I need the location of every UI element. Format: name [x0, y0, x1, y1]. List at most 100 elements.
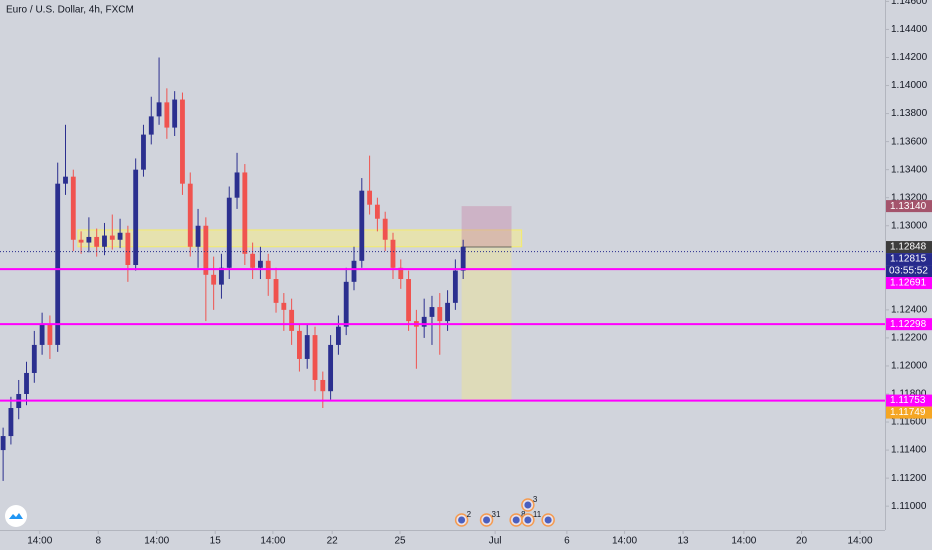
price-tag	[886, 277, 932, 290]
candle-body	[226, 197, 232, 268]
event-count: 3	[533, 495, 538, 504]
candle-body	[343, 281, 349, 327]
event-flag	[544, 516, 552, 524]
x-tick-label: 6	[564, 536, 570, 547]
candle-body	[351, 260, 357, 282]
candle-body	[47, 323, 53, 345]
y-tick-label: 1.13000	[891, 220, 928, 231]
price-tag	[886, 318, 932, 331]
candle-body	[102, 235, 107, 247]
candle-body	[367, 190, 373, 205]
candle-body	[219, 267, 224, 285]
candle-body	[258, 260, 263, 268]
y-tick-label: 1.11200	[891, 473, 927, 484]
price-tag	[886, 394, 932, 407]
event-count: 31	[492, 510, 501, 519]
event-icon[interactable]: 2	[454, 510, 472, 527]
price-tag	[886, 406, 932, 419]
x-tick-label: 14:00	[260, 536, 285, 547]
event-count: 2	[467, 510, 472, 519]
candle-body	[281, 302, 287, 310]
price-tag-label: 1.11749	[890, 407, 926, 418]
price-tag-label: 1.12815	[890, 254, 927, 265]
candle-body	[156, 102, 162, 117]
candle-body	[141, 134, 146, 170]
candle-body	[382, 218, 388, 240]
candle-body	[117, 232, 123, 240]
candle-body	[55, 183, 61, 345]
price-tag-label: 1.12848	[890, 242, 927, 253]
price-tag	[886, 241, 932, 254]
candle-body	[109, 235, 115, 240]
candle-body	[234, 172, 240, 198]
event-flag	[458, 516, 466, 524]
price-tag	[886, 253, 932, 266]
y-tick-label: 1.14400	[891, 24, 928, 35]
y-tick-label: 1.11800	[891, 389, 927, 400]
candle-body	[94, 236, 100, 247]
candle-body	[39, 323, 45, 345]
event-icon[interactable]: 8	[509, 510, 526, 527]
candle-body	[164, 102, 170, 128]
price-tag	[886, 200, 932, 213]
price-tag-label: 1.12691	[890, 278, 927, 289]
x-tick-label: 15	[210, 536, 222, 547]
candle-body	[172, 99, 178, 128]
candle-body	[24, 372, 29, 394]
candle-body	[421, 316, 427, 327]
y-tick-label: 1.12200	[891, 333, 928, 344]
candle-body	[398, 267, 404, 280]
candle-body	[328, 344, 334, 392]
x-tick-label: 14:00	[731, 536, 756, 547]
event-flag	[524, 501, 532, 509]
event-count: 8	[521, 510, 526, 519]
x-tick-label: 14:00	[612, 536, 637, 547]
candle-body	[125, 232, 131, 265]
candle-body	[429, 307, 435, 317]
candle-body	[250, 253, 256, 268]
chart-title: Euro / U.S. Dollar, 4h, FXCM	[6, 5, 134, 16]
logo-circle	[5, 505, 27, 527]
event-icon[interactable]: 31	[479, 510, 501, 527]
x-tick-label: 14:00	[144, 536, 169, 547]
x-tick-label: Jul	[489, 536, 502, 547]
candle-body	[211, 274, 217, 285]
y-tick-label: 1.13200	[891, 192, 928, 203]
event-icon[interactable]	[541, 513, 555, 527]
x-tick-label: 8	[95, 536, 101, 547]
x-tick-label: 22	[327, 536, 339, 547]
zone	[77, 229, 523, 248]
y-tick-label: 1.14600	[891, 0, 928, 7]
candle-body	[63, 176, 68, 184]
event-icon[interactable]: 11	[521, 510, 542, 527]
candle-body	[0, 436, 6, 451]
candle-body	[335, 326, 341, 345]
candle-body	[406, 279, 411, 322]
candle-body	[203, 225, 209, 275]
countdown-tag	[886, 265, 932, 278]
candle-body	[242, 172, 248, 254]
y-tick-label: 1.11400	[891, 445, 927, 456]
candle-body	[452, 270, 458, 303]
x-tick-label: 14:00	[27, 536, 52, 547]
y-tick-label: 1.14000	[891, 80, 928, 91]
event-icon[interactable]: 3	[521, 495, 538, 512]
x-tick-label: 14:00	[848, 536, 873, 547]
candle-body	[187, 183, 193, 247]
candle-body	[78, 239, 84, 243]
candle-body	[8, 408, 14, 437]
candle-body	[374, 204, 380, 219]
candle-body	[359, 190, 365, 261]
y-tick-label: 1.13600	[891, 136, 928, 147]
logo[interactable]	[5, 505, 27, 527]
y-tick-label: 1.13800	[891, 108, 928, 119]
candle-body	[445, 302, 450, 322]
x-tick-label: 20	[796, 536, 808, 547]
event-flag	[524, 516, 532, 524]
candle-body	[460, 246, 466, 271]
y-tick-label: 1.14200	[891, 52, 928, 63]
candle-body	[180, 99, 185, 184]
event-flag	[512, 516, 520, 524]
candle-body	[320, 379, 326, 392]
